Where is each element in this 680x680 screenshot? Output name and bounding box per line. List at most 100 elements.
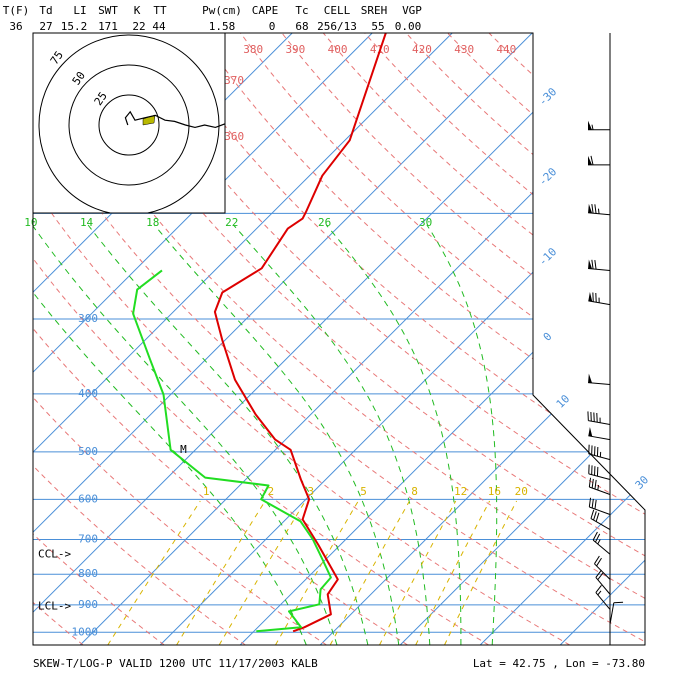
pressure-label: 300 <box>78 312 98 325</box>
barb-staff <box>589 506 611 515</box>
wind-barb <box>592 531 611 555</box>
barb-staff <box>592 539 611 555</box>
barb-flag <box>588 373 593 383</box>
moist-adiabat-label: 30 <box>419 216 432 229</box>
mixing-ratio-label: 20 <box>515 485 528 498</box>
mixing-ratio-line <box>275 500 359 645</box>
header-value: 55 <box>371 20 384 33</box>
moist-adiabat-label: 22 <box>225 216 238 229</box>
dry-adiabat <box>33 33 489 645</box>
wind-barb <box>588 155 610 166</box>
moist-adiabat <box>426 224 498 645</box>
wind-barb <box>588 120 610 131</box>
barb-staff <box>588 473 611 481</box>
mixing-ratio-line <box>329 500 410 645</box>
footer-location: Lat = 42.75 , Lon = -73.80 <box>473 657 645 670</box>
barb-half <box>591 124 594 130</box>
mixing-ratio-line <box>379 500 457 645</box>
mixing-ratio-label: 1 <box>203 485 210 498</box>
barb-full <box>588 477 592 488</box>
pressure-label: 700 <box>78 532 98 545</box>
hodograph-ring-label: 25 <box>92 90 110 108</box>
wind-barb <box>588 497 611 515</box>
barb-staff <box>588 420 611 425</box>
barb-flag <box>588 155 592 165</box>
dry-adiabat <box>364 33 645 645</box>
isotherm <box>399 33 645 645</box>
footer-title: SKEW-T/LOG-P VALID 1200 UTC 11/17/2003 K… <box>33 657 318 670</box>
header-label: TT <box>153 4 167 17</box>
barb-full <box>590 155 594 166</box>
pressure-label: 1000 <box>72 625 99 638</box>
dry-adiabat <box>33 33 408 645</box>
barb-staff <box>595 592 611 610</box>
pressure-label: 800 <box>78 567 98 580</box>
dry-adiabat-label: 380 <box>243 43 263 56</box>
barb-staff <box>609 602 615 625</box>
barb-full <box>595 533 601 543</box>
header-value: 171 <box>98 20 118 33</box>
header-value: 27 <box>39 20 52 33</box>
barb-full <box>594 555 600 565</box>
wind-barb <box>609 601 624 625</box>
dry-adiabat <box>33 33 571 645</box>
dry-adiabat-label: 440 <box>496 43 516 56</box>
moist-adiabat-label: 18 <box>146 216 159 229</box>
hodograph-ring-label: 50 <box>70 69 88 87</box>
moist-adiabat <box>87 224 369 645</box>
moist-adiabat <box>325 224 462 645</box>
dry-adiabat <box>74 33 645 645</box>
wind-barb <box>590 509 611 531</box>
barb-full <box>591 204 594 214</box>
mixing-ratio-line <box>176 500 266 645</box>
barb-full <box>596 557 602 567</box>
header-label: Td <box>39 4 52 17</box>
temperature-profile <box>213 32 387 633</box>
dry-adiabat <box>33 33 246 645</box>
header-label: SWT <box>98 4 118 17</box>
dry-adiabat-label: 420 <box>412 43 432 56</box>
header-label: Pw(cm) <box>202 4 242 17</box>
moist-adiabat <box>33 224 307 645</box>
barb-full <box>592 531 598 541</box>
profiles <box>132 32 387 633</box>
wind-barb <box>595 584 611 610</box>
mixing-ratio-label: 3 <box>307 485 314 498</box>
header-value: 44 <box>152 20 166 33</box>
wind-barbs <box>587 33 624 645</box>
dry-adiabat <box>33 33 327 645</box>
wind-barb <box>588 477 611 496</box>
level-marker: CCL-> <box>38 547 71 560</box>
barb-full <box>588 497 592 508</box>
mixing-ratio-label: 12 <box>454 485 467 498</box>
header-value: 22 <box>132 20 145 33</box>
moist-adiabat-label: 26 <box>318 216 331 229</box>
dry-adiabat-label: 400 <box>328 43 348 56</box>
hodograph-ring <box>98 94 160 156</box>
barb-staff <box>595 577 611 595</box>
m-marker: M <box>180 443 187 456</box>
pressure-label: 600 <box>78 492 98 505</box>
moist-adiabat <box>233 224 431 645</box>
hodograph-ring <box>38 34 220 213</box>
dry-adiabat-label: 360 <box>224 130 244 143</box>
barb-full <box>591 259 594 270</box>
isotherm <box>33 33 613 645</box>
header-value: 0.00 <box>395 20 422 33</box>
barb-half <box>597 208 600 214</box>
moist-adiabat <box>154 224 400 645</box>
header-value: 256/13 <box>317 20 357 33</box>
dry-adiabat <box>33 33 645 645</box>
mixing-ratio-label: 8 <box>411 485 418 498</box>
isotherm <box>33 33 373 645</box>
barb-full <box>591 498 594 509</box>
wind-barb <box>588 444 611 461</box>
mixing-ratio-line <box>107 500 201 645</box>
barb-full <box>594 260 597 270</box>
dry-adiabat <box>33 33 645 645</box>
barb-full <box>595 584 602 593</box>
barb-full <box>595 569 602 578</box>
